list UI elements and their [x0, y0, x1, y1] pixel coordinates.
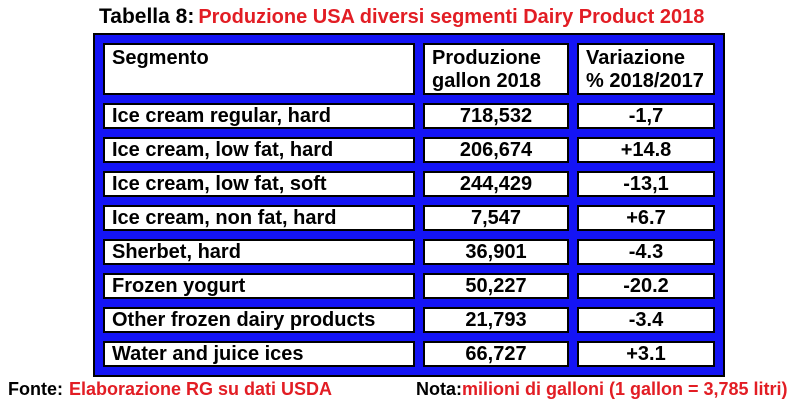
segment-cell: Frozen yogurt [103, 273, 415, 299]
variation-cell: +3.1 [577, 341, 715, 367]
production-cell: 50,227 [423, 273, 569, 299]
column-header-produzione: Produzione gallon 2018 [423, 43, 569, 95]
production-cell: 206,674 [423, 137, 569, 163]
segment-cell: Water and juice ices [103, 341, 415, 367]
source-note: Fonte: Elaborazione RG su dati USDA [8, 379, 332, 400]
production-cell: 21,793 [423, 307, 569, 333]
segment-cell: Ice cream, low fat, soft [103, 171, 415, 197]
header-variazione-line2: % 2018/2017 [586, 70, 704, 92]
column-header-variazione: Variazione % 2018/2017 [577, 43, 715, 95]
dairy-production-table: Segmento Produzione gallon 2018 Variazio… [93, 33, 725, 377]
title-subtitle: Produzione USA diversi segmenti Dairy Pr… [198, 6, 705, 28]
header-produzione-line1: Produzione [432, 47, 541, 69]
variation-cell: -4.3 [577, 239, 715, 265]
table-row: Water and juice ices 66,727 +3.1 [103, 341, 715, 367]
footer: Fonte: Elaborazione RG su dati USDA Nota:… [0, 379, 810, 401]
segment-cell: Other frozen dairy products [103, 307, 415, 333]
variation-cell: +14.8 [577, 137, 715, 163]
table-title: Tabella 8: Produzione USA diversi segment… [99, 5, 704, 29]
production-cell: 718,532 [423, 103, 569, 129]
segment-cell: Ice cream regular, hard [103, 103, 415, 129]
table-row: Ice cream, low fat, soft 244,429 -13,1 [103, 171, 715, 197]
segment-cell: Sherbet, hard [103, 239, 415, 265]
unit-note: Nota:milioni di galloni (1 gallon = 3,78… [416, 379, 788, 400]
production-cell: 244,429 [423, 171, 569, 197]
header-row: Segmento Produzione gallon 2018 Variazio… [103, 43, 715, 95]
variation-cell: +6.7 [577, 205, 715, 231]
header-segmento-label: Segmento [112, 47, 209, 69]
nota-label: Nota: [416, 379, 462, 399]
production-cell: 36,901 [423, 239, 569, 265]
nota-text: milioni di galloni (1 gallon = 3,785 lit… [462, 379, 788, 399]
production-cell: 7,547 [423, 205, 569, 231]
column-header-segmento: Segmento [103, 43, 415, 95]
segment-cell: Ice cream, low fat, hard [103, 137, 415, 163]
variation-cell: -13,1 [577, 171, 715, 197]
header-produzione-line2: gallon 2018 [432, 70, 541, 92]
title-label: Tabella 8: [99, 5, 195, 28]
variation-cell: -20.2 [577, 273, 715, 299]
production-cell: 66,727 [423, 341, 569, 367]
fonte-text: Elaborazione RG su dati USDA [68, 379, 333, 399]
table-row: Ice cream regular, hard 718,532 -1,7 [103, 103, 715, 129]
header-variazione-line1: Variazione [586, 47, 685, 69]
table-row: Other frozen dairy products 21,793 -3.4 [103, 307, 715, 333]
table-row: Ice cream, non fat, hard 7,547 +6.7 [103, 205, 715, 231]
table-row: Ice cream, low fat, hard 206,674 +14.8 [103, 137, 715, 163]
variation-cell: -3.4 [577, 307, 715, 333]
table-row: Frozen yogurt 50,227 -20.2 [103, 273, 715, 299]
segment-cell: Ice cream, non fat, hard [103, 205, 415, 231]
table-row: Sherbet, hard 36,901 -4.3 [103, 239, 715, 265]
variation-cell: -1,7 [577, 103, 715, 129]
fonte-label: Fonte: [8, 379, 63, 399]
